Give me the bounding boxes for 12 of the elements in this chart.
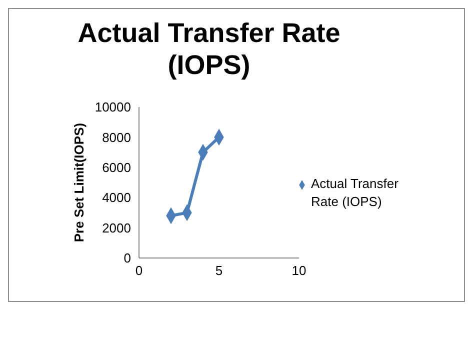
- x-tick-label: 5: [215, 263, 223, 278]
- y-tick-label: 8000: [102, 130, 131, 145]
- x-tick-label: 10: [292, 263, 306, 278]
- y-tick-label: 2000: [102, 220, 131, 236]
- y-tick-label: 6000: [102, 160, 131, 176]
- y-tick-label: 10000: [94, 100, 131, 115]
- x-tick-label: 0: [135, 263, 143, 278]
- y-tick-label: 4000: [102, 190, 131, 206]
- y-axis-title: Pre Set Limit(IOPS): [72, 122, 87, 242]
- legend-label: Actual Transfer Rate (IOPS): [311, 175, 400, 211]
- y-tick-label: 0: [124, 250, 131, 266]
- chart-title: Actual Transfer Rate (IOPS): [76, 17, 342, 81]
